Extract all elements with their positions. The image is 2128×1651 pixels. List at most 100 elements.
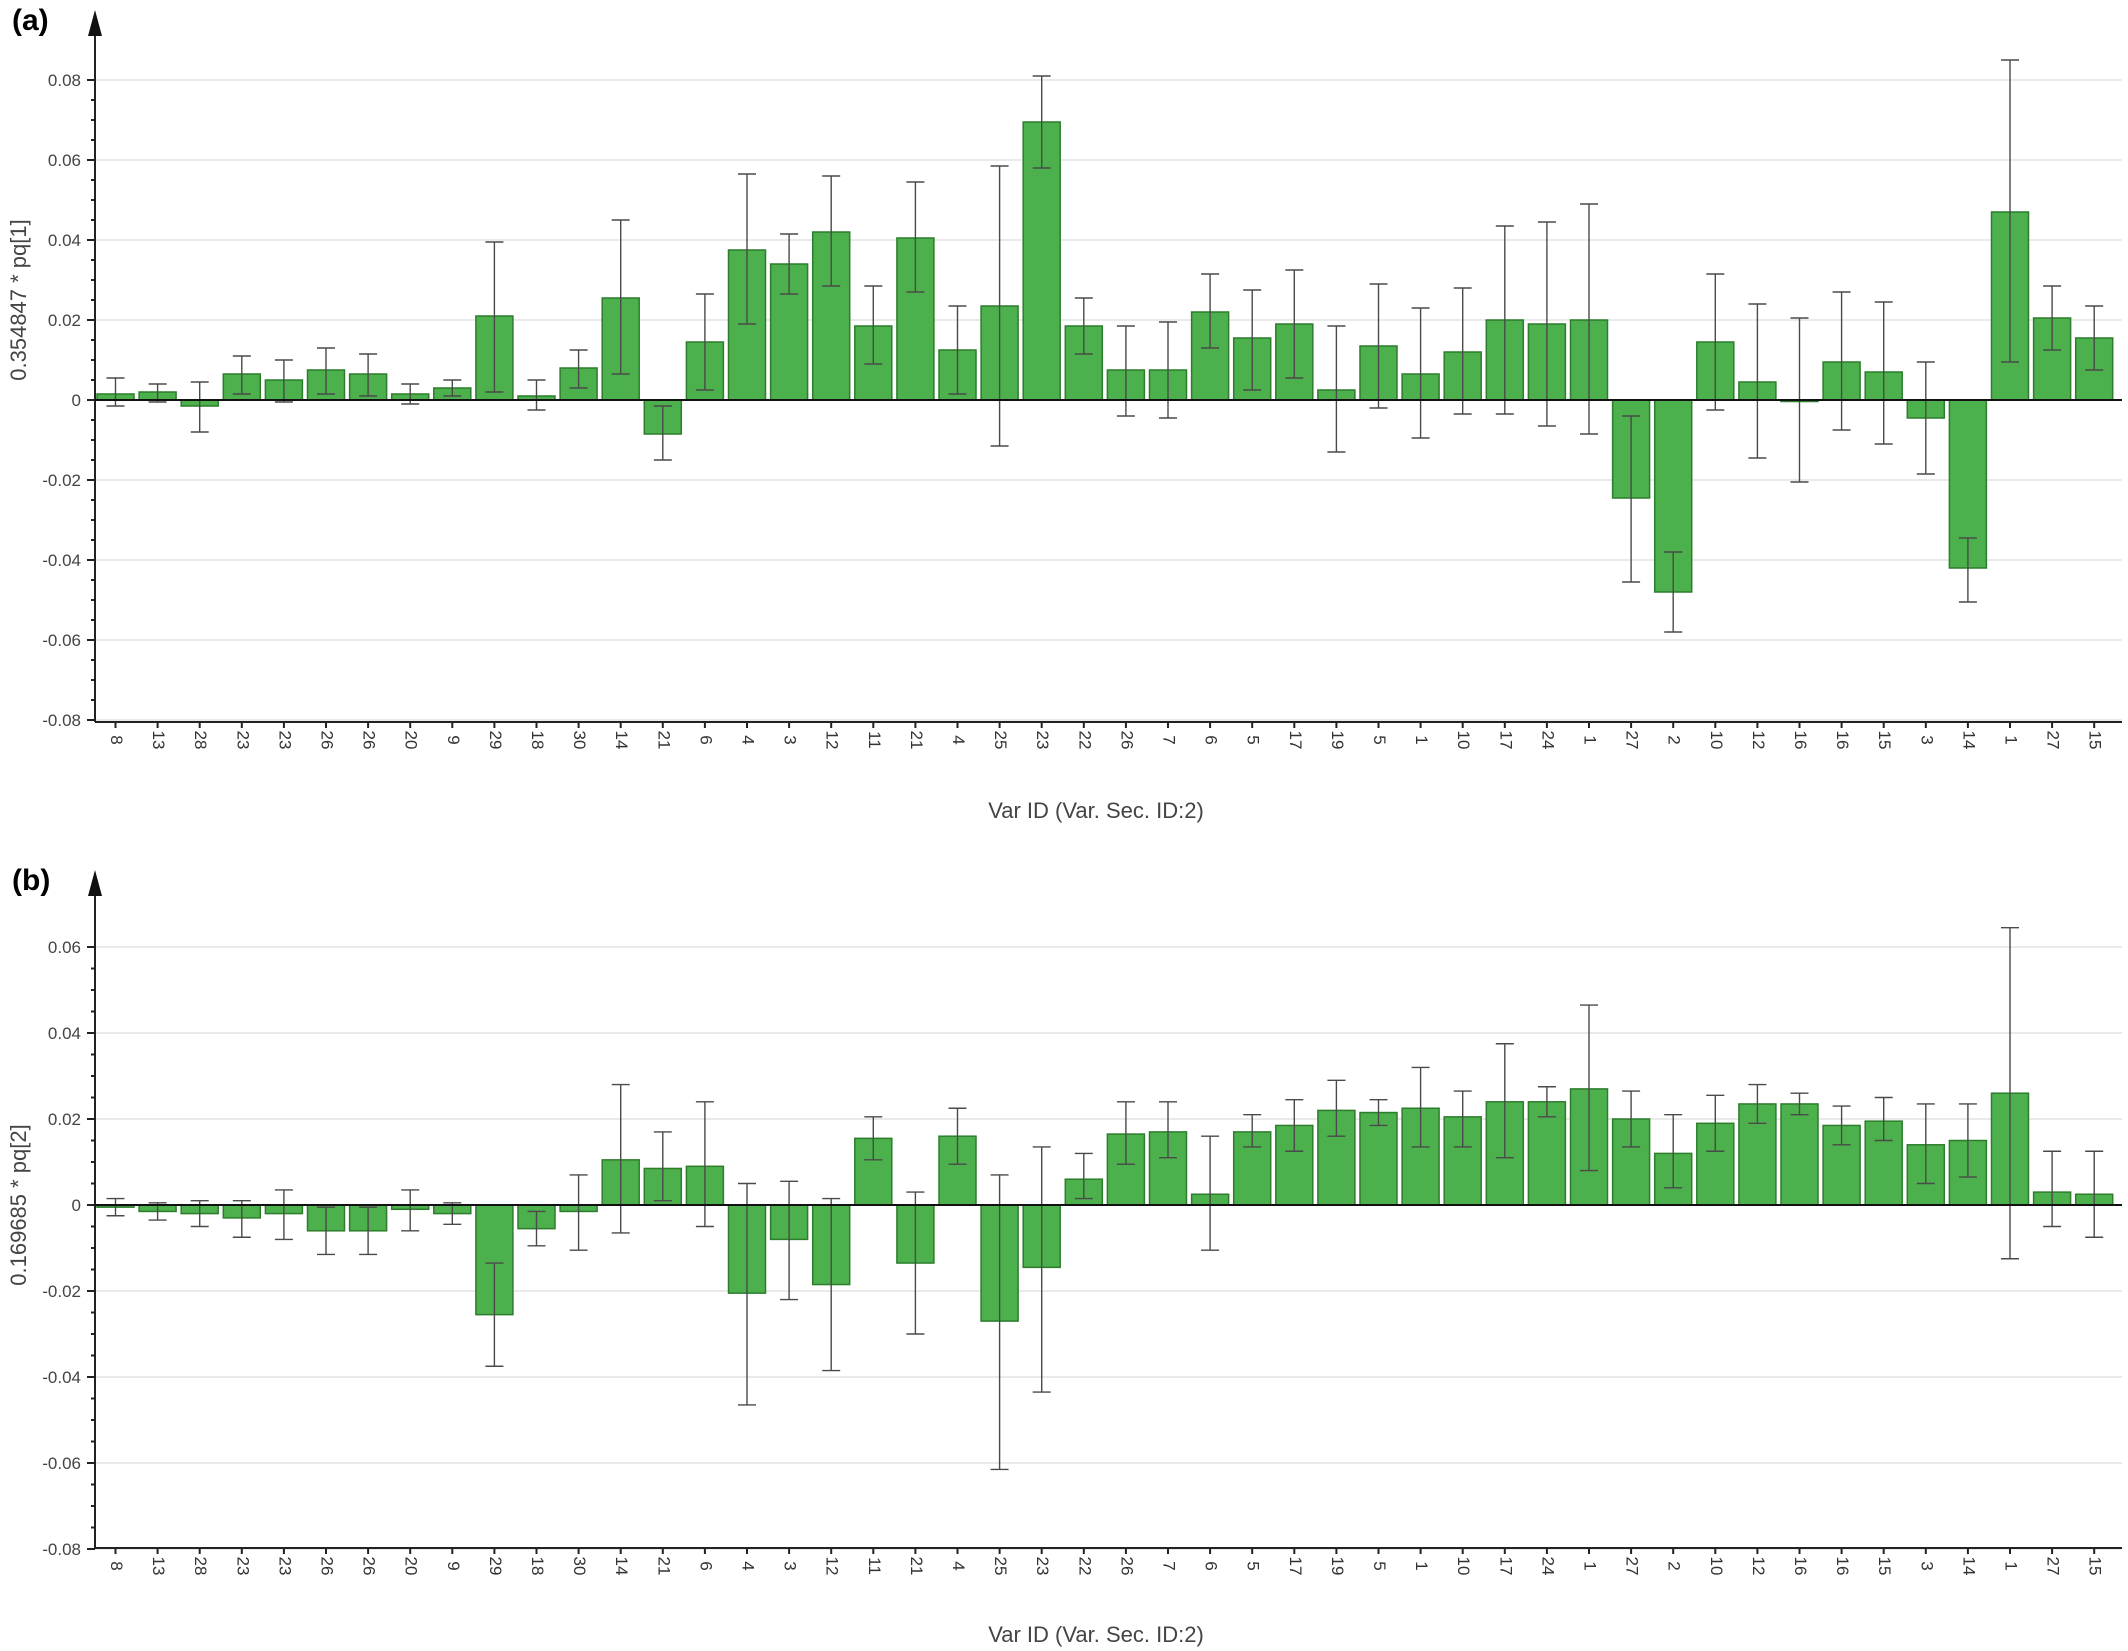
x-tick-label: 14 (1959, 1557, 1978, 1576)
x-tick-label: 26 (1117, 1557, 1136, 1576)
y-tick-label: 0 (72, 1196, 81, 1215)
x-tick-label: 26 (360, 731, 379, 750)
x-tick-label: 24 (1538, 1557, 1557, 1576)
x-tick-label: 30 (570, 731, 589, 750)
x-tick-label: 3 (1917, 1561, 1936, 1570)
x-tick-label: 11 (865, 1557, 884, 1575)
y-tick-label: -0.02 (42, 471, 81, 490)
x-tick-label: 19 (1328, 731, 1347, 750)
y-tick-label: 0 (72, 391, 81, 410)
x-tick-label: 23 (233, 731, 252, 750)
x-tick-label: 14 (612, 731, 631, 750)
x-tick-label: 3 (781, 1561, 800, 1570)
x-tick-label: 1 (1412, 1561, 1431, 1570)
bar (1359, 1111, 1398, 1206)
x-tick-label: 1 (2002, 735, 2021, 744)
x-tick-label: 23 (1033, 731, 1052, 750)
x-tick-label: 27 (1623, 1557, 1642, 1576)
bar (1780, 1103, 1819, 1206)
x-tick-label: 22 (1075, 731, 1094, 750)
y-axis-arrow (88, 870, 102, 896)
y-tick-label: -0.04 (42, 551, 81, 570)
x-tick-label: 28 (191, 731, 210, 750)
x-tick-label: 6 (696, 1561, 715, 1570)
x-tick-label: 16 (1791, 1557, 1810, 1576)
x-tick-label: 26 (360, 1557, 379, 1576)
y-axis-label: 0.169685 * pq[2] (6, 1124, 31, 1285)
x-tick-label: 27 (2044, 1557, 2063, 1576)
x-tick-label: 16 (1833, 731, 1852, 750)
x-tick-label: 11 (865, 731, 884, 749)
y-tick-label: -0.08 (42, 1540, 81, 1559)
x-tick-label: 27 (1623, 731, 1642, 750)
x-tick-label: 13 (149, 731, 168, 750)
y-tick-label: -0.08 (42, 711, 81, 730)
x-tick-label: 9 (444, 1561, 463, 1570)
y-axis-label: 0.354847 * pq[1] (6, 219, 31, 380)
x-tick-label: 24 (1538, 731, 1557, 750)
x-tick-label: 16 (1791, 731, 1810, 750)
x-tick-label: 15 (1875, 1557, 1894, 1576)
x-tick-label: 1 (1412, 735, 1431, 744)
x-tick-label: 26 (318, 1557, 337, 1576)
x-tick-label: 12 (1749, 1557, 1768, 1576)
x-tick-label: 12 (823, 731, 842, 750)
x-tick-label: 18 (528, 1557, 547, 1576)
x-tick-label: 3 (781, 735, 800, 744)
x-tick-label: 10 (1454, 1557, 1473, 1576)
panel-label: (b) (12, 864, 50, 897)
x-tick-label: 17 (1496, 1557, 1515, 1576)
x-tick-label: 3 (1917, 735, 1936, 744)
x-tick-label: 20 (402, 1557, 421, 1576)
x-tick-label: 25 (991, 1557, 1010, 1576)
x-tick-label: 8 (107, 735, 126, 744)
x-tick-label: 15 (2086, 731, 2105, 750)
x-tick-label: 15 (2086, 1557, 2105, 1576)
x-tick-label: 2 (1665, 735, 1684, 744)
x-tick-label: 6 (1202, 735, 1221, 744)
x-tick-label: 21 (654, 1557, 673, 1576)
x-tick-label: 14 (612, 1557, 631, 1576)
x-tick-label: 12 (1749, 731, 1768, 750)
y-tick-label: 0.02 (48, 1110, 81, 1129)
chart-panel-a: (a) -0.08 -0.06 -0.04 -0.02 0 0.02 0.04 0.06 0.08… (6, 4, 2122, 823)
x-tick-label: 10 (1707, 1557, 1726, 1576)
x-tick-label: 21 (907, 731, 926, 750)
y-tick-label: -0.06 (42, 631, 81, 650)
x-tick-label: 1 (1581, 735, 1600, 744)
y-tick-label: -0.06 (42, 1454, 81, 1473)
y-tick-label: 0.06 (48, 151, 81, 170)
x-tick-label: 17 (1286, 731, 1305, 750)
x-tick-label: 4 (949, 735, 968, 744)
x-tick-label: 21 (654, 731, 673, 750)
x-axis-label: Var ID (Var. Sec. ID:2) (988, 798, 1204, 823)
panel-label: (a) (12, 4, 49, 37)
x-tick-label: 26 (1117, 731, 1136, 750)
x-tick-label: 28 (191, 1557, 210, 1576)
x-tick-label: 2 (1665, 1561, 1684, 1570)
x-tick-label: 5 (1370, 735, 1389, 744)
x-tick-label: 16 (1833, 1557, 1852, 1576)
x-tick-label: 23 (233, 1557, 252, 1576)
x-tick-label: 12 (823, 1557, 842, 1576)
y-tick-label: 0.06 (48, 938, 81, 957)
x-tick-label: 1 (2002, 1561, 2021, 1570)
x-tick-label: 7 (1160, 735, 1179, 744)
x-tick-label: 8 (107, 1561, 126, 1570)
x-tick-label: 19 (1328, 1557, 1347, 1576)
x-tick-label: 9 (444, 735, 463, 744)
x-tick-label: 22 (1075, 1557, 1094, 1576)
x-tick-label: 10 (1454, 731, 1473, 750)
y-tick-label: -0.02 (42, 1282, 81, 1301)
x-tick-label: 21 (907, 1557, 926, 1576)
x-tick-label: 6 (696, 735, 715, 744)
x-tick-label: 23 (1033, 1557, 1052, 1576)
y-tick-label: 0.04 (48, 1024, 81, 1043)
x-tick-label: 27 (2044, 731, 2063, 750)
y-tick-label: 0.02 (48, 311, 81, 330)
x-tick-label: 15 (1875, 731, 1894, 750)
x-tick-label: 1 (1581, 1561, 1600, 1570)
x-tick-label: 20 (402, 731, 421, 750)
x-tick-label: 5 (1244, 735, 1263, 744)
